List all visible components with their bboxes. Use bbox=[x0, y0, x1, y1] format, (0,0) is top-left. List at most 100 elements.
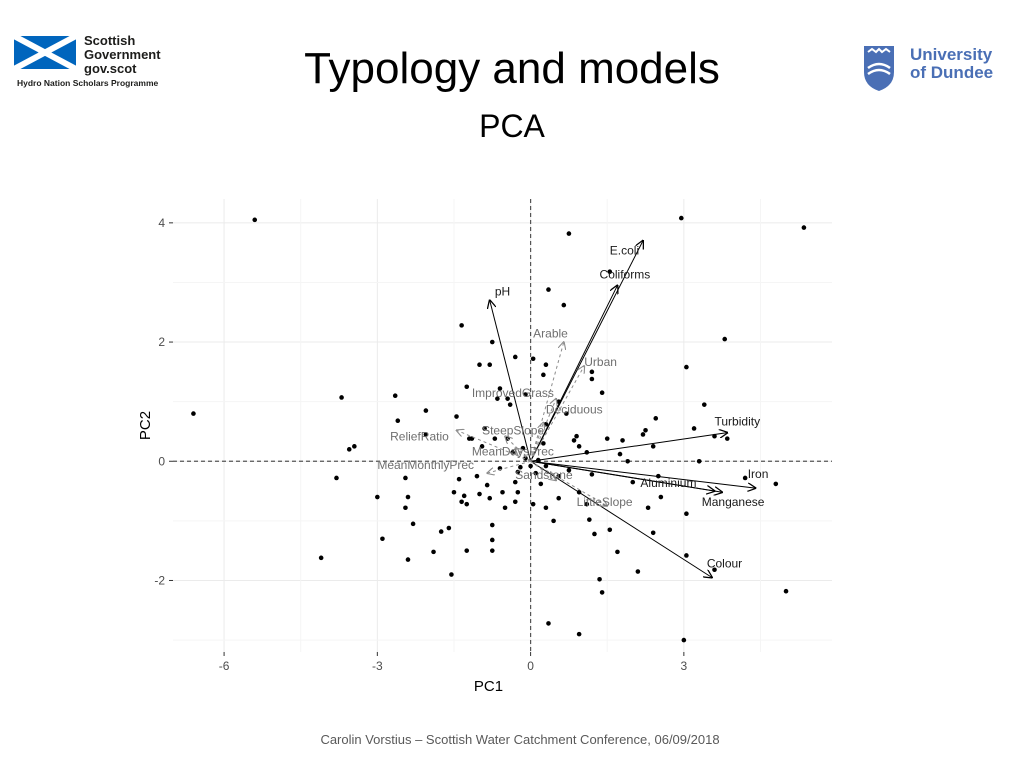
loading-label-deciduous: Deciduous bbox=[546, 403, 603, 417]
score-point bbox=[691, 426, 697, 431]
y-axis-label: PC2 bbox=[137, 411, 154, 440]
score-point bbox=[543, 505, 549, 511]
score-point bbox=[456, 476, 462, 482]
score-point bbox=[474, 473, 480, 479]
score-point bbox=[405, 557, 411, 562]
score-point bbox=[701, 402, 707, 407]
score-point bbox=[625, 458, 630, 464]
loading-arrow-reliefratio bbox=[457, 430, 531, 462]
score-point bbox=[489, 548, 495, 553]
loading-label-ph: pH bbox=[495, 285, 510, 299]
score-point bbox=[684, 553, 689, 558]
score-point bbox=[561, 302, 567, 308]
score-point bbox=[528, 463, 533, 469]
loading-label-iron: Iron bbox=[748, 467, 769, 481]
score-point bbox=[495, 396, 500, 401]
score-point bbox=[405, 494, 411, 500]
score-point bbox=[541, 441, 546, 446]
loading-labels: E.coli Coliforms pH Turbidity Iron Aluminium M… bbox=[377, 243, 768, 570]
loading-label-meandaysprec: MeanDaysPrec bbox=[472, 444, 554, 458]
score-point bbox=[678, 215, 684, 221]
score-point bbox=[489, 537, 495, 543]
score-point bbox=[352, 444, 357, 449]
score-point bbox=[459, 499, 464, 505]
score-point bbox=[599, 590, 605, 595]
score-point bbox=[489, 339, 495, 345]
score-point bbox=[403, 475, 408, 481]
loading-label-turbidity: Turbidity bbox=[715, 415, 761, 429]
score-point bbox=[489, 522, 495, 528]
score-point bbox=[543, 463, 549, 469]
loading-label-reliefratio: ReliefRatio bbox=[390, 429, 449, 443]
score-point bbox=[438, 529, 444, 534]
loading-label-aluminium: Aluminium bbox=[640, 476, 696, 490]
scottish-government-logo: Scottish Government gov.scot Hydro Natio… bbox=[14, 34, 174, 94]
score-point bbox=[395, 418, 401, 424]
score-point bbox=[512, 354, 518, 360]
score-point bbox=[464, 548, 470, 553]
score-point bbox=[650, 530, 656, 536]
score-point bbox=[615, 549, 620, 555]
loading-label-improvedgrass: ImprovedGrass bbox=[472, 386, 554, 400]
score-point bbox=[479, 444, 485, 449]
score-point bbox=[566, 231, 572, 236]
x-tick-label: 3 bbox=[681, 659, 688, 673]
score-point bbox=[523, 455, 528, 461]
score-point bbox=[505, 396, 510, 401]
score-point bbox=[773, 481, 779, 487]
score-point bbox=[783, 588, 789, 594]
score-point bbox=[477, 362, 482, 368]
score-point bbox=[191, 411, 196, 416]
score-point bbox=[607, 527, 613, 533]
score-point bbox=[538, 481, 544, 487]
score-point bbox=[571, 438, 577, 443]
loading-label-meanmonthlyprec: MeanMonthlyPrec bbox=[377, 458, 474, 472]
loading-arrow-manganese bbox=[530, 460, 723, 492]
loading-label-urban: Urban bbox=[584, 355, 617, 369]
dundee-crest-icon bbox=[864, 46, 894, 91]
loading-arrow-arable bbox=[530, 342, 564, 462]
score-point bbox=[446, 525, 452, 531]
university-of-dundee-logo: University of Dundee bbox=[862, 44, 1012, 94]
score-point bbox=[512, 499, 518, 505]
gov-line-2: Government bbox=[84, 47, 161, 62]
x-tick-label: -6 bbox=[219, 659, 230, 673]
score-point bbox=[551, 518, 556, 524]
score-point bbox=[589, 369, 595, 375]
score-point bbox=[451, 489, 457, 495]
score-point bbox=[464, 501, 470, 507]
score-point bbox=[477, 491, 482, 497]
y-tick-label: 2 bbox=[158, 335, 165, 349]
score-point bbox=[566, 467, 572, 473]
score-point bbox=[564, 411, 569, 416]
score-point bbox=[449, 572, 454, 577]
score-point bbox=[684, 364, 689, 370]
score-point bbox=[334, 475, 339, 481]
y-tick-label: -2 bbox=[154, 573, 165, 587]
score-point bbox=[607, 269, 613, 275]
loading-label-littleslope: LittleSlope bbox=[577, 495, 633, 509]
loading-arrow-iron bbox=[530, 460, 756, 488]
score-point bbox=[599, 390, 605, 396]
footer-text: Carolin Vorstius – Scottish Water Catchm… bbox=[320, 732, 720, 747]
y-tick-label: 4 bbox=[158, 216, 165, 230]
score-point bbox=[604, 436, 610, 441]
score-point bbox=[597, 576, 602, 582]
score-point bbox=[484, 482, 490, 488]
score-point bbox=[497, 386, 503, 391]
score-point bbox=[574, 433, 579, 439]
score-point bbox=[658, 494, 664, 500]
score-point bbox=[410, 521, 416, 527]
loading-arrow-meanmonthlyprec bbox=[487, 460, 531, 473]
score-point bbox=[318, 555, 324, 561]
axis-ticks: -6 -3 0 3 -2 0 2 4 bbox=[154, 216, 687, 673]
score-point bbox=[375, 494, 380, 500]
loading-arrow-littleslope bbox=[530, 460, 608, 506]
score-point bbox=[696, 458, 702, 464]
score-point bbox=[617, 451, 623, 457]
loading-label-steepslope: SteepSlope bbox=[482, 423, 544, 437]
score-point bbox=[584, 501, 590, 507]
score-point bbox=[487, 495, 493, 501]
loading-arrow-sandstone bbox=[530, 460, 557, 480]
